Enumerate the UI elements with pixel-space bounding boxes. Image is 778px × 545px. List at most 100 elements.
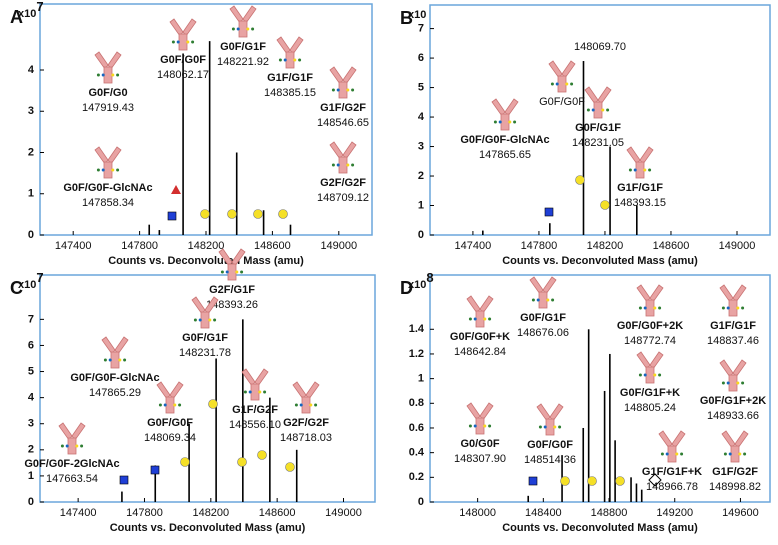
antibody-arm (466, 295, 481, 314)
glycan-dot (488, 424, 492, 428)
glycan-dot (198, 318, 202, 322)
peak (182, 53, 184, 235)
antibody-arm (734, 430, 749, 449)
antibody-stem (238, 20, 248, 38)
antibody-arm (169, 381, 184, 400)
mass-label: 148307.90 (454, 453, 506, 465)
glycan-dot (736, 306, 740, 310)
antibody-icon (218, 248, 246, 281)
glycan-dot (628, 168, 632, 172)
glcnac-symbol (119, 475, 129, 485)
glycan-dot (75, 444, 79, 448)
panel-letter: A (10, 7, 23, 27)
glycan-dot (488, 317, 492, 321)
antibody-icon (636, 351, 664, 384)
glycan-dot (738, 452, 742, 456)
antibody-arm (329, 66, 344, 85)
x-tick-label: 149000 (325, 507, 362, 519)
antibody-stem (645, 299, 655, 317)
antibody-icon (584, 86, 612, 119)
glycan-dot (336, 163, 340, 167)
antibody-icon (169, 18, 197, 51)
antibody-stem (635, 161, 645, 179)
mass-label: 147865.65 (479, 149, 531, 161)
antibody-arm (156, 381, 171, 400)
x-axis-label: Counts vs. Deconvoluted Mass (amu) (502, 255, 698, 267)
peak (582, 427, 585, 502)
antibody-arm (561, 60, 576, 79)
antibody-stem (110, 351, 120, 369)
y-multiplier-base: x10 (408, 279, 426, 291)
antibody-arm (721, 430, 736, 449)
glycan-dot (551, 298, 555, 302)
antibody-stem (475, 310, 485, 328)
peak (158, 230, 161, 235)
peak (587, 329, 590, 502)
antibody-arm (218, 248, 233, 267)
glycan-dot (314, 403, 318, 407)
glycan-dot (60, 444, 64, 448)
mass-label: 148385.15 (264, 87, 316, 99)
y-tick-label: 6 (28, 339, 34, 351)
glycoform-label: G2F/G2F (320, 177, 366, 189)
antibody-icon (241, 368, 269, 401)
glycan-dot (283, 58, 287, 62)
peak (208, 41, 211, 235)
y-tick-label: 0.2 (409, 471, 424, 483)
galactose-symbol (257, 450, 267, 460)
glycan-dot (186, 40, 190, 44)
y-multiplier: x10 (408, 9, 426, 21)
mass-label: 148069.70 (574, 41, 626, 53)
glycoform-label: G0F/G0F (527, 439, 573, 451)
x-tick-label: 149000 (320, 240, 357, 252)
glycan-dot (473, 317, 477, 321)
mass-label: 148221.92 (217, 56, 269, 68)
peak (154, 465, 157, 502)
antibody-stem (67, 437, 77, 455)
antibody-arm (289, 36, 304, 55)
antibody-arm (548, 60, 563, 79)
y-tick-label: 4 (418, 111, 425, 123)
mass-label: 148676.06 (517, 327, 569, 339)
galactose-symbol (560, 476, 570, 486)
antibody-icon (156, 381, 184, 414)
antibody-stem (500, 113, 510, 131)
galactose-symbol (587, 476, 597, 486)
antibody-arm (732, 284, 747, 303)
glycoform-label: G0F/G0F-2GlcNAc (24, 458, 119, 470)
y-tick-label: 0.6 (409, 422, 424, 434)
glycan-dot (558, 425, 562, 429)
glycan-dot (493, 120, 497, 124)
y-tick-label: 2 (28, 444, 34, 456)
glycan-dot (173, 403, 177, 407)
peak (262, 210, 265, 235)
antibody-stem (200, 311, 210, 329)
x-tick-label: 147400 (55, 240, 92, 252)
antibody-arm (242, 5, 257, 24)
antibody-icon (292, 381, 320, 414)
y-multiplier: x108 (408, 270, 434, 290)
mass-label: G0F/G0F (539, 96, 585, 108)
glycan-dot (675, 452, 679, 456)
mass-label: 148231.05 (572, 137, 624, 149)
antibody-stem (667, 445, 677, 463)
galactose-symbol (285, 462, 295, 472)
panel-letter: B (400, 8, 413, 28)
glycan-dot (586, 108, 590, 112)
antibody-icon (491, 98, 519, 131)
peak (295, 449, 298, 502)
antibody-icon (94, 146, 122, 179)
glycan-dot (331, 88, 335, 92)
antibody-arm (584, 86, 599, 105)
glycan-dot (553, 425, 557, 429)
antibody-stem (103, 66, 113, 84)
mass-label: 148556.10 (229, 419, 281, 431)
lysine-symbol (648, 473, 662, 487)
glycan-dot (298, 58, 302, 62)
x-tick-label: 148600 (653, 240, 690, 252)
x-tick-label: 147400 (455, 240, 492, 252)
peak (527, 495, 530, 502)
glycan-dot (721, 306, 725, 310)
antibody-arm (639, 146, 654, 165)
antibody-arm (329, 141, 344, 160)
